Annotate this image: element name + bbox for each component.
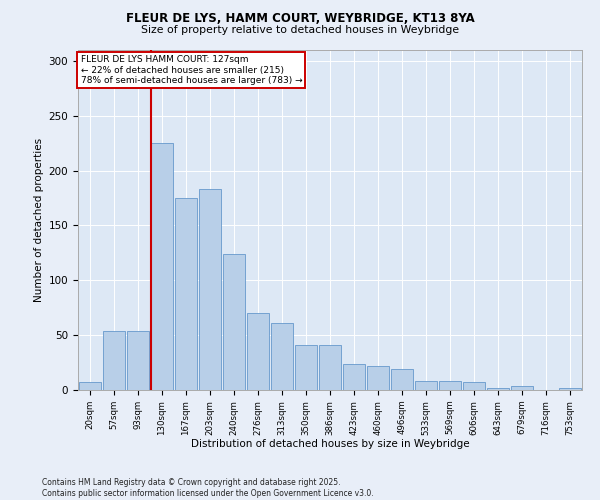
Bar xyxy=(439,381,461,390)
Text: FLEUR DE LYS, HAMM COURT, WEYBRIDGE, KT13 8YA: FLEUR DE LYS, HAMM COURT, WEYBRIDGE, KT1… xyxy=(125,12,475,26)
Bar xyxy=(175,198,197,390)
Y-axis label: Number of detached properties: Number of detached properties xyxy=(34,138,44,302)
Bar xyxy=(103,331,125,390)
Bar xyxy=(367,366,389,390)
Bar xyxy=(487,388,509,390)
Text: Contains HM Land Registry data © Crown copyright and database right 2025.
Contai: Contains HM Land Registry data © Crown c… xyxy=(42,478,374,498)
Bar xyxy=(511,386,533,390)
Bar xyxy=(151,143,173,390)
Bar xyxy=(559,388,581,390)
Bar xyxy=(415,381,437,390)
Bar xyxy=(79,382,101,390)
Bar xyxy=(223,254,245,390)
X-axis label: Distribution of detached houses by size in Weybridge: Distribution of detached houses by size … xyxy=(191,439,469,449)
Bar xyxy=(343,364,365,390)
Text: Size of property relative to detached houses in Weybridge: Size of property relative to detached ho… xyxy=(141,25,459,35)
Text: FLEUR DE LYS HAMM COURT: 127sqm
← 22% of detached houses are smaller (215)
78% o: FLEUR DE LYS HAMM COURT: 127sqm ← 22% of… xyxy=(80,55,302,85)
Bar xyxy=(247,313,269,390)
Bar xyxy=(295,345,317,390)
Bar xyxy=(127,331,149,390)
Bar xyxy=(271,323,293,390)
Bar xyxy=(463,382,485,390)
Bar xyxy=(319,345,341,390)
Bar xyxy=(199,190,221,390)
Bar xyxy=(391,369,413,390)
